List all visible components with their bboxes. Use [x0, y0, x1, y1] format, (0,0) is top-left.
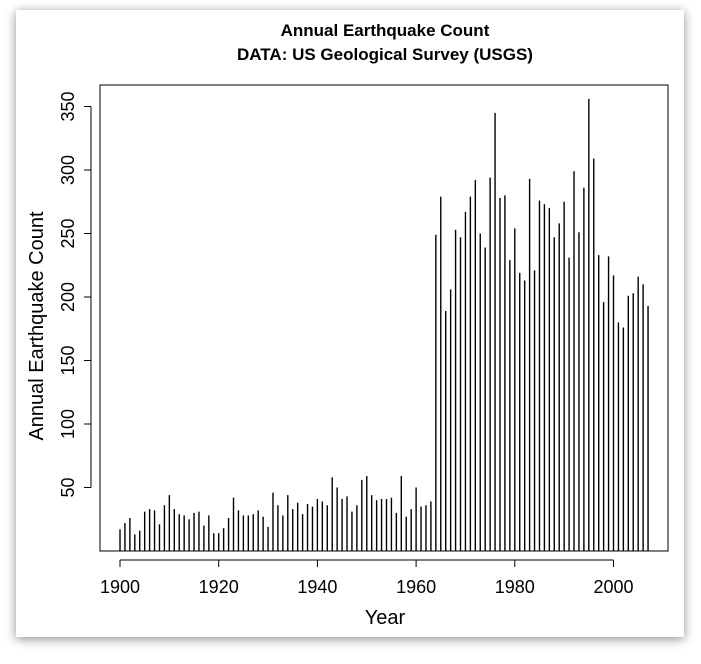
- x-axis: 1900 1920 1940 1960 1980 2000: [100, 559, 634, 597]
- plot-frame: [99, 84, 669, 552]
- y-tick-label-350: 350: [58, 91, 78, 121]
- y-tick-label-150: 150: [58, 345, 78, 375]
- y-tick-label-100: 100: [58, 409, 78, 439]
- y-tick-label-250: 250: [58, 218, 78, 248]
- chart: Annual Earthquake Count DATA: US Geologi…: [26, 21, 669, 629]
- y-tick-label-200: 200: [58, 282, 78, 312]
- x-tick-label-1980: 1980: [495, 577, 535, 597]
- y-tick-label-300: 300: [58, 155, 78, 185]
- x-tick-label-1960: 1960: [396, 577, 436, 597]
- bars-group: [119, 98, 649, 551]
- chart-title: Annual Earthquake Count: [281, 21, 490, 40]
- y-axis-label: Annual Earthquake Count: [26, 211, 48, 440]
- x-axis-label: Year: [365, 607, 406, 629]
- x-tick-label-2000: 2000: [593, 577, 633, 597]
- chart-card: Annual Earthquake Count DATA: US Geologi…: [16, 10, 684, 637]
- x-tick-label-1940: 1940: [297, 577, 337, 597]
- chart-subtitle: DATA: US Geological Survey (USGS): [237, 45, 533, 64]
- x-tick-label-1920: 1920: [199, 577, 239, 597]
- x-tick-label-1900: 1900: [100, 577, 140, 597]
- y-axis: 50 100 150 200 250 300 350: [58, 91, 92, 498]
- y-tick-label-50: 50: [58, 477, 78, 497]
